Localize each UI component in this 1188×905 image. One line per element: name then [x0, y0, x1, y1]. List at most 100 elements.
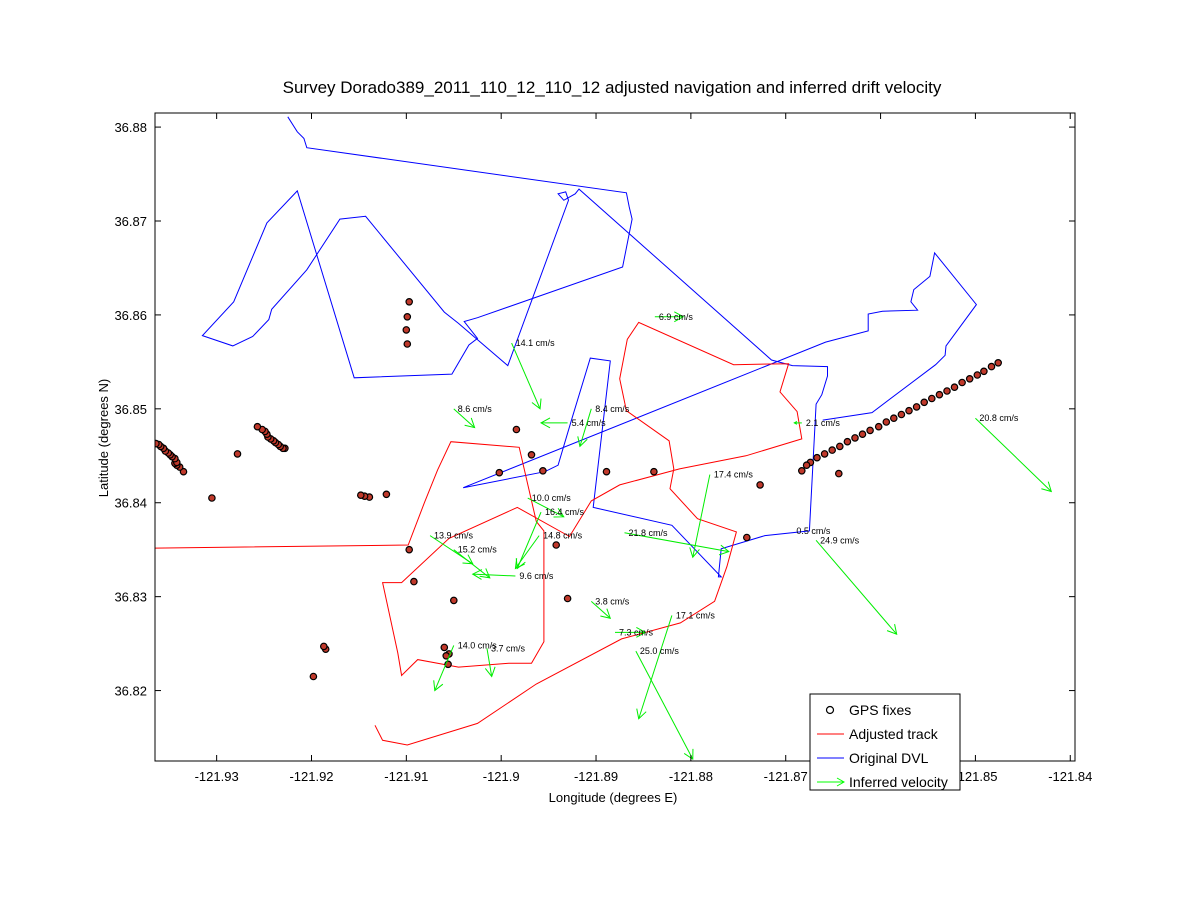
- gps-fix-point: [858, 430, 867, 439]
- x-tick-label: -121.84: [1048, 769, 1092, 784]
- velocity-arrow-head: [793, 421, 798, 425]
- gps-fix-point: [539, 466, 547, 475]
- gps-fix-point: [897, 410, 906, 419]
- legend-label: Original DVL: [849, 750, 929, 766]
- gps-fix-point: [866, 426, 874, 435]
- gps-fix-point: [828, 446, 837, 454]
- velocity-arrow-shaft: [692, 474, 711, 558]
- velocity-arrow: 9.6 cm/s: [471, 569, 554, 581]
- gps-fix-point: [820, 450, 829, 458]
- velocity-label: 9.6 cm/s: [519, 571, 554, 581]
- gps-fix-point: [512, 425, 521, 434]
- x-axis-label: Longitude (degrees E): [549, 790, 678, 805]
- gps-fix-point: [440, 643, 449, 652]
- velocity-label: 14.8 cm/s: [543, 531, 583, 541]
- x-tick-label: -121.88: [669, 769, 713, 784]
- velocity-arrow-shaft: [527, 497, 565, 518]
- gps-fix-point: [742, 533, 751, 542]
- gps-fix-point: [405, 297, 414, 306]
- gps-fix-point: [889, 414, 898, 423]
- velocity-arrow-head: [553, 507, 565, 518]
- y-tick-label: 36.85: [114, 402, 147, 417]
- velocity-arrow: 8.6 cm/s: [453, 404, 493, 429]
- x-tick-label: -121.92: [289, 769, 333, 784]
- velocity-arrow-head: [886, 624, 898, 636]
- velocity-label: 7.3 cm/s: [619, 627, 654, 637]
- gps-fix-point: [797, 466, 806, 475]
- plot-frame: [154, 112, 1076, 762]
- velocity-arrow-head: [479, 568, 491, 579]
- chart-title: Survey Dorado389_2011_110_12_110_12 adju…: [283, 78, 942, 97]
- gps-fix-point: [309, 672, 318, 681]
- velocity-arrow: 7.3 cm/s: [615, 626, 654, 638]
- velocity-label: 15.2 cm/s: [458, 545, 498, 555]
- velocity-arrow-shaft: [434, 645, 455, 691]
- legend-marker-circle: [825, 705, 835, 715]
- gps-fix-point: [403, 312, 412, 321]
- velocity-arrow-shaft: [472, 573, 516, 577]
- velocity-arrow-head: [433, 680, 444, 692]
- y-tick-label: 36.83: [114, 590, 147, 605]
- legend: GPS fixes Adjusted track Original DVL Infer…: [809, 693, 961, 791]
- velocity-arrow: 25.0 cm/s: [635, 646, 694, 761]
- velocity-label: 16.4 cm/s: [545, 507, 585, 517]
- velocity-label: 10.0 cm/s: [532, 493, 572, 503]
- gps-fix-point: [980, 367, 988, 376]
- gps-fix-point: [882, 418, 891, 426]
- gps-fix-point: [851, 434, 859, 442]
- gps-fix-point: [973, 371, 982, 379]
- velocity-arrow-shaft: [516, 511, 542, 569]
- gps-fix-point: [403, 340, 412, 348]
- velocity-label: 3.7 cm/s: [491, 643, 526, 653]
- velocity-arrow: 10.0 cm/s: [527, 493, 572, 518]
- velocity-label: 14.1 cm/s: [516, 338, 556, 348]
- velocity-arrow: 2.1 cm/s: [793, 418, 841, 428]
- gps-fix-point: [552, 541, 561, 549]
- gps-fix-point: [935, 390, 944, 399]
- velocity-arrow: 6.9 cm/s: [654, 311, 693, 323]
- velocity-arrow: 3.7 cm/s: [484, 643, 526, 678]
- velocity-arrow: 17.1 cm/s: [636, 610, 715, 720]
- legend-label: Inferred velocity: [849, 774, 948, 790]
- velocity-label: 8.4 cm/s: [595, 404, 630, 414]
- y-tick-label: 36.84: [114, 496, 147, 511]
- gps-fix-point: [802, 461, 811, 470]
- x-tick-label: -121.91: [384, 769, 428, 784]
- gps-fix-point: [813, 453, 821, 462]
- velocity-label: 0.5 cm/s: [796, 526, 831, 536]
- velocity-arrow-shaft: [453, 408, 475, 428]
- velocity-label: 5.4 cm/s: [572, 418, 607, 428]
- legend-box: [809, 693, 961, 791]
- gps-fix-point: [449, 596, 458, 605]
- velocity-arrow-shaft: [590, 600, 611, 619]
- y-axis-label: Latitude (degrees N): [96, 379, 111, 498]
- velocity-label: 2.1 cm/s: [806, 418, 841, 428]
- gps-fix-point: [602, 467, 611, 476]
- velocity-arrow-shaft: [815, 539, 898, 635]
- gps-fix-point: [834, 469, 843, 478]
- gps-fix-point: [874, 422, 883, 431]
- velocity-label: 21.8 cm/s: [628, 528, 668, 538]
- velocity-arrow-head: [1041, 481, 1053, 493]
- gps-fix-point: [958, 378, 966, 387]
- velocity-label: 3.8 cm/s: [595, 596, 630, 606]
- gps-fix-point: [410, 577, 418, 586]
- velocity-label: 8.6 cm/s: [458, 404, 493, 414]
- velocity-arrow: 24.9 cm/s: [815, 535, 898, 636]
- velocity-arrow-head: [531, 398, 542, 410]
- velocity-arrow: 8.4 cm/s: [577, 404, 630, 448]
- y-tick-label: 36.86: [114, 308, 147, 323]
- velocity-arrow-shaft: [975, 417, 1052, 492]
- gps-fix-point: [987, 362, 996, 371]
- velocity-arrow-head: [636, 626, 647, 638]
- velocity-arrow: 14.8 cm/s: [514, 531, 583, 570]
- plot-area: 6.9 cm/s 14.1 cm/s 8.6 cm/s 5.4 cm/s 8.4 cm/…: [155, 116, 1053, 761]
- velocity-arrow-head: [683, 748, 694, 761]
- gps-fix-point: [405, 545, 414, 554]
- gps-fix-point: [905, 406, 913, 415]
- gps-fix-point: [527, 450, 536, 459]
- velocity-arrow-head: [718, 544, 730, 556]
- legend-item: Adjusted track: [817, 726, 939, 742]
